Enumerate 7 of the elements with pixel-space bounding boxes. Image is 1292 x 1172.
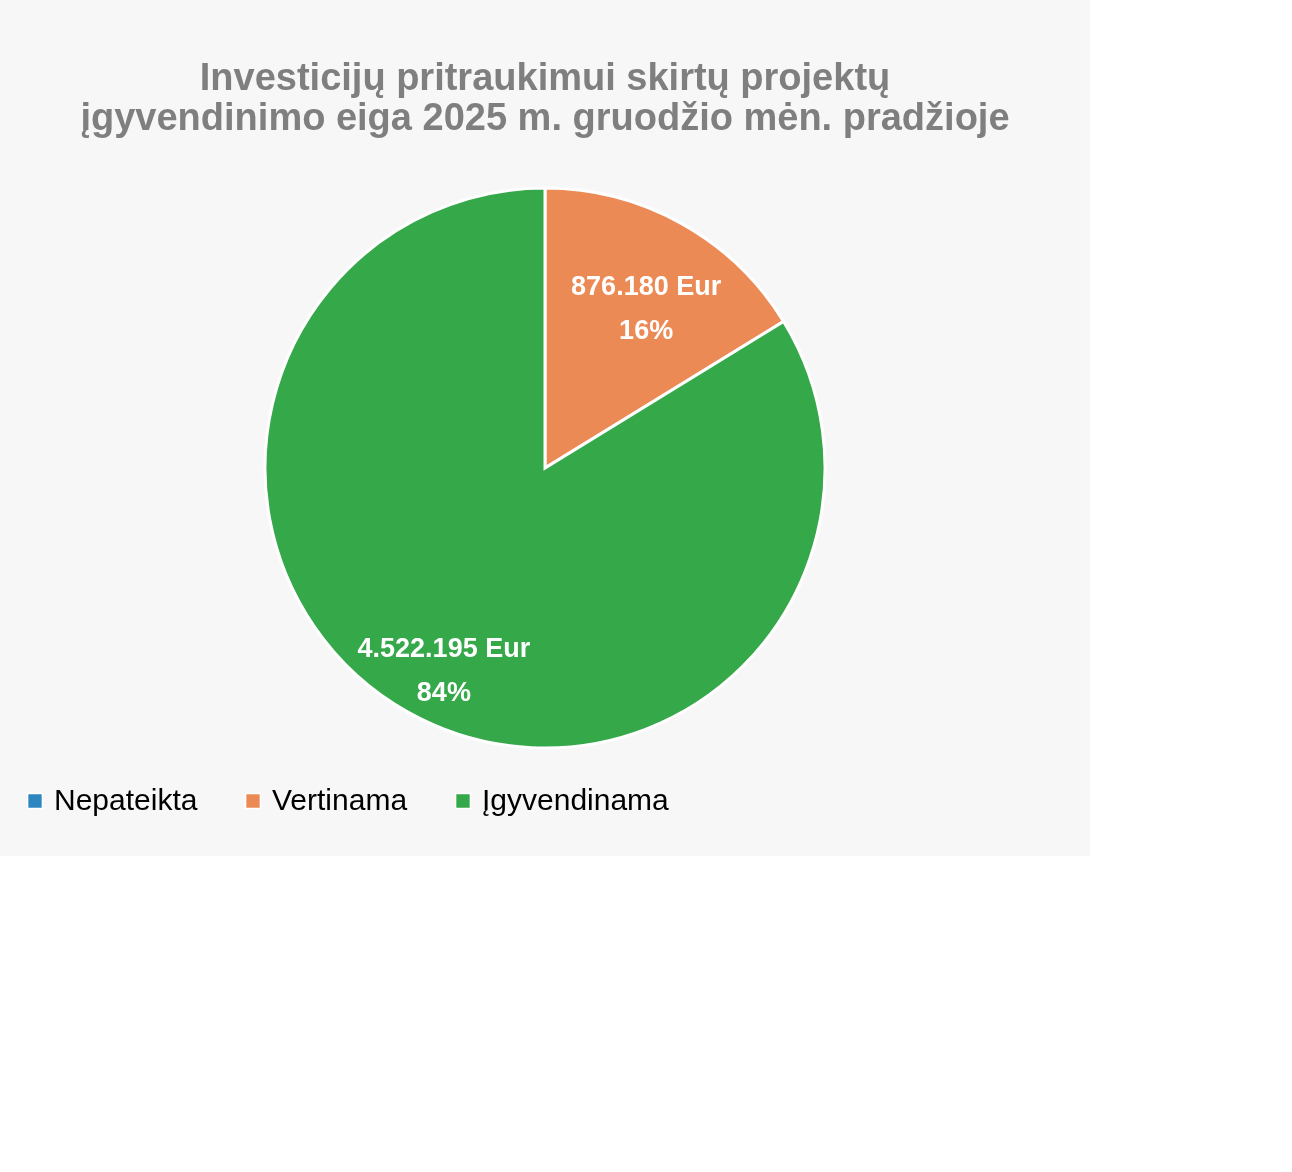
data-label: 876.180 Eur 16%: [571, 271, 722, 346]
legend-label: Įgyvendinama: [482, 783, 670, 816]
pie-slice: [263, 186, 827, 749]
text: Investicijų pritraukimui skirtų projektų: [199, 56, 891, 98]
legend-label: Nepateikta: [54, 783, 198, 816]
legend-label: Vertinama: [272, 783, 408, 816]
data-label: 4.522.195 Eur 84%: [357, 632, 531, 707]
